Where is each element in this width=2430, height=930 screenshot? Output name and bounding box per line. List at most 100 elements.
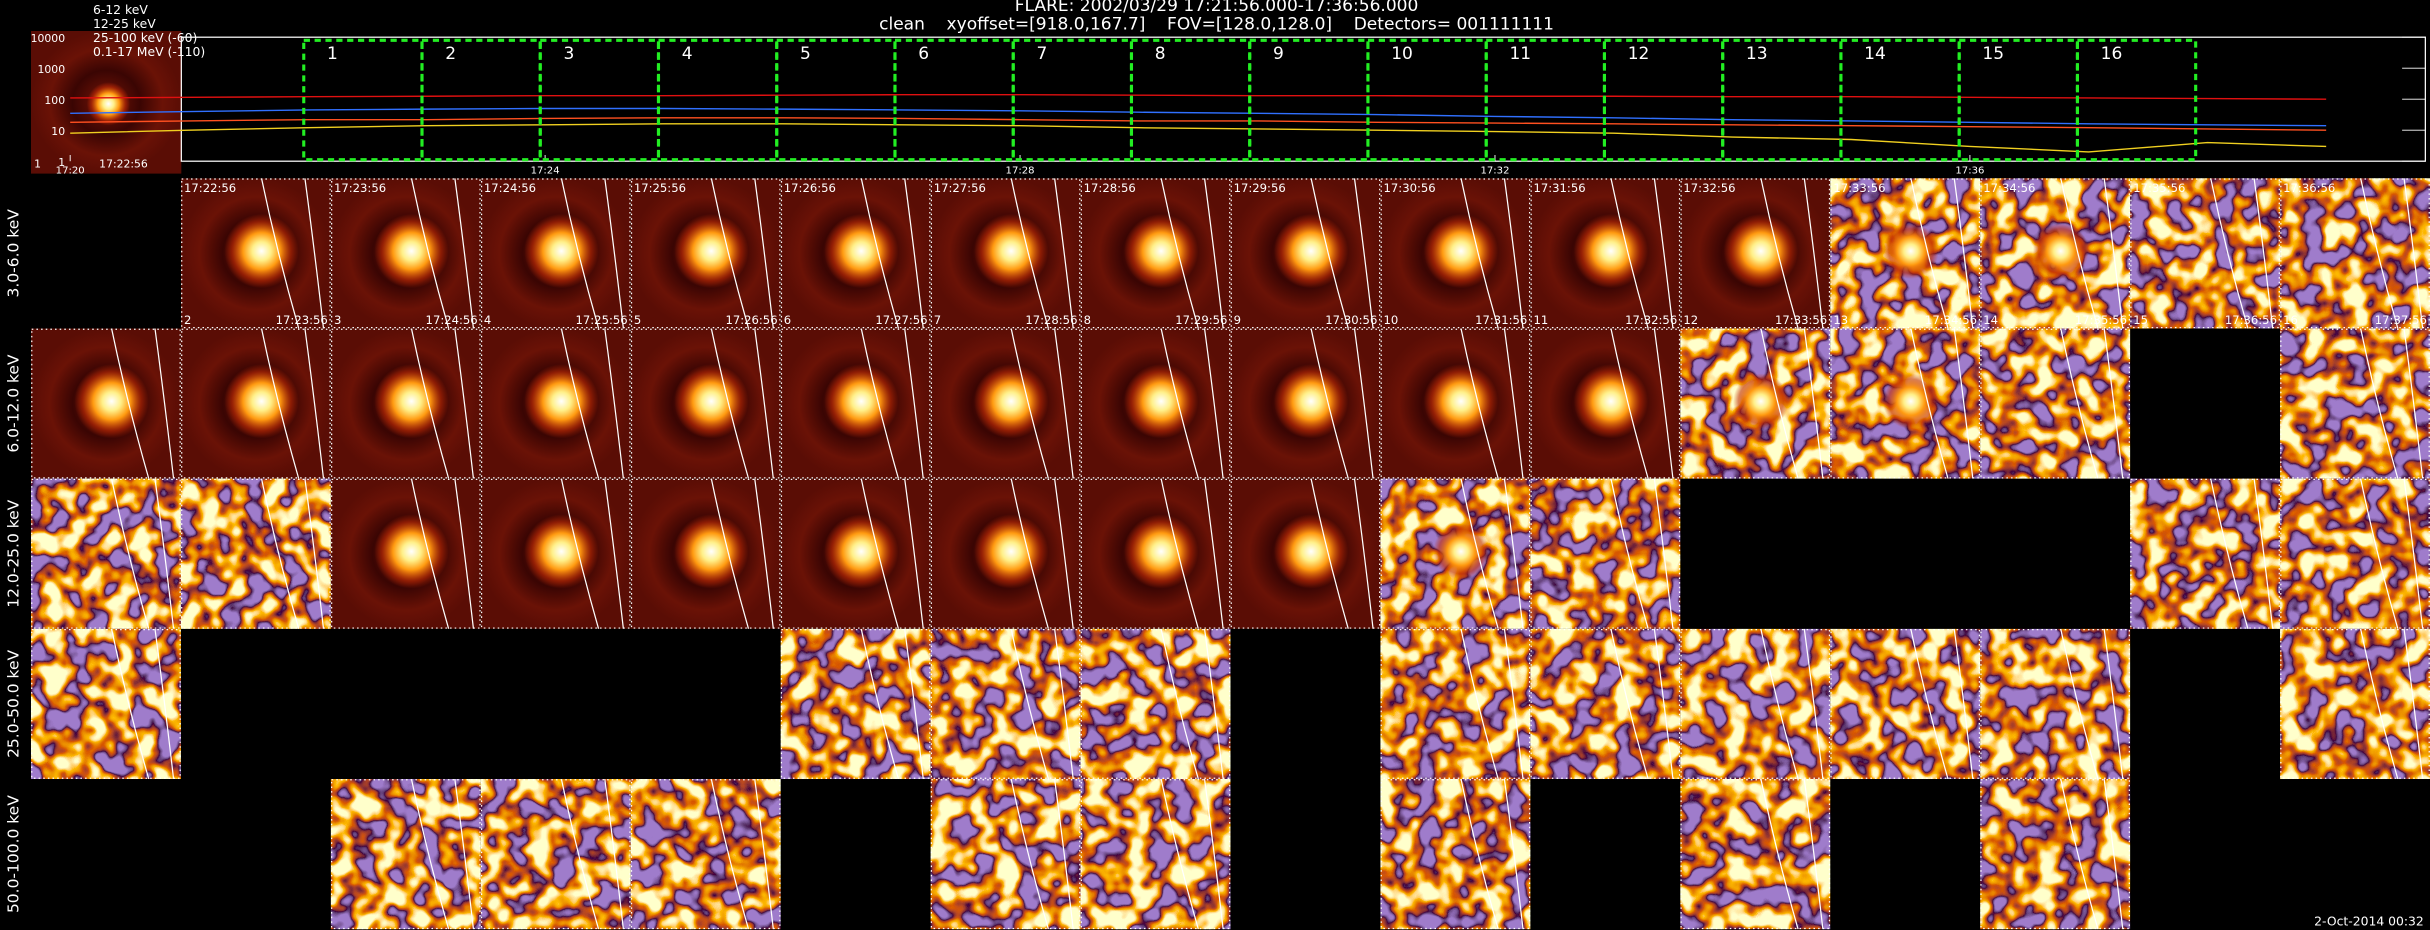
legend-entry: 25-100 keV (-60) [93, 30, 197, 45]
image-index: 15 [2133, 313, 2148, 327]
title: FLARE: 2002/03/29 17:21:56.000-17:36:56.… [1015, 0, 1419, 16]
image-start: 17:28:56 [1084, 181, 1136, 195]
interval-number: 2 [445, 44, 456, 64]
image-cell [1980, 628, 2131, 780]
flare-source [824, 213, 899, 289]
legend-entry: 0.1-17 MeV (-110) [93, 44, 205, 59]
y-tick-label: 100 [44, 94, 65, 107]
limb-line [1053, 178, 1074, 329]
image-end: 17:28:56 [1025, 313, 1077, 327]
flare-source [1273, 364, 1349, 439]
limb-line [560, 779, 600, 930]
flare-source [374, 213, 449, 289]
limb-line [454, 779, 475, 930]
limb-line [1353, 178, 1374, 329]
image-cell [1080, 178, 1231, 329]
limb-line [1160, 178, 1199, 329]
image-index: 5 [634, 313, 641, 327]
image-noise [30, 478, 181, 629]
image-cell [1830, 628, 1981, 780]
limb-line [1010, 478, 1049, 629]
image-cell [1380, 628, 1531, 780]
interval-box [1602, 38, 1725, 162]
limb-line [710, 178, 750, 329]
limb-line [904, 178, 924, 329]
flare-source [824, 514, 899, 589]
limb-line [560, 478, 600, 629]
limb-line [1310, 328, 1349, 479]
image-cell [2280, 178, 2430, 329]
limb-line [1160, 779, 1199, 930]
limb-line [1010, 779, 1049, 930]
interval-number: 7 [1036, 44, 1047, 64]
image-noise [1530, 478, 1681, 629]
thumbnail-index: 1 [34, 157, 41, 170]
flare-source [74, 364, 149, 439]
image-noise [1080, 628, 1231, 780]
image-cell [930, 178, 1081, 329]
image-cell [1080, 628, 1231, 780]
image-noise [2280, 178, 2430, 329]
image-index: 2 [184, 313, 191, 327]
image-noise [930, 628, 1081, 780]
image-cell [1230, 478, 1381, 629]
image-end: 17:36:56 [2225, 313, 2277, 327]
image-cell [780, 328, 931, 479]
image-start: 17:34:56 [1983, 181, 2035, 195]
image-start: 17:23:56 [334, 181, 386, 195]
image-noise [2130, 178, 2281, 329]
flare-source [674, 213, 749, 289]
image-index: 11 [1533, 313, 1548, 327]
limb-line [2210, 478, 2249, 629]
image-cell [930, 478, 1081, 629]
image-cell [330, 328, 481, 479]
limb-line [1610, 178, 1649, 329]
limb-line [1503, 779, 1524, 930]
image-cell [180, 328, 331, 479]
interval-number: 15 [1982, 44, 2004, 64]
limb-line [1910, 628, 1949, 780]
image-cell [180, 478, 331, 629]
limb-line [410, 178, 450, 329]
image-noise [630, 779, 781, 930]
flare-source [374, 364, 449, 439]
flare-source [224, 364, 299, 439]
image-cell [180, 178, 331, 329]
image-start: 17:22:56 [184, 181, 236, 195]
limb-line [1760, 628, 1799, 780]
limb-line [1653, 628, 1674, 780]
flare-source [1723, 213, 1799, 289]
image-start: 17:36:56 [2283, 181, 2335, 195]
limb-line [2403, 628, 2424, 780]
interval-number: 16 [2101, 44, 2123, 64]
lightcurve-line [70, 107, 2327, 127]
limb-line [1610, 478, 1649, 629]
image-start: 17:32:56 [1683, 181, 1735, 195]
flare-source [974, 213, 1049, 289]
legend-entry: 6-12 keV [93, 2, 148, 17]
image-end: 17:35:56 [2075, 313, 2127, 327]
interval-box [420, 38, 542, 162]
flare-source [674, 364, 749, 439]
image-cell [2280, 328, 2430, 479]
limb-line [1953, 628, 1974, 780]
image-noise [1530, 628, 1681, 780]
limb-line [604, 178, 625, 329]
limb-line [110, 478, 150, 629]
interval-box [1129, 38, 1252, 162]
limb-line [710, 328, 750, 479]
image-start: 17:24:56 [484, 181, 536, 195]
flare-source [974, 514, 1049, 589]
limb-line [1760, 328, 1799, 479]
interval-number: 13 [1746, 44, 1768, 64]
flare-source [224, 213, 299, 289]
image-end: 17:29:56 [1175, 313, 1227, 327]
image-start: 17:35:56 [2133, 181, 2185, 195]
row-label: 6.0-12.0 keV [5, 354, 23, 453]
image-end: 17:31:56 [1475, 313, 1527, 327]
image-index: 7 [934, 313, 941, 327]
image-end: 17:33:56 [1775, 313, 1827, 327]
image-end: 17:32:56 [1625, 313, 1677, 327]
limb-line [1053, 328, 1074, 479]
image-end: 17:26:56 [725, 313, 777, 327]
